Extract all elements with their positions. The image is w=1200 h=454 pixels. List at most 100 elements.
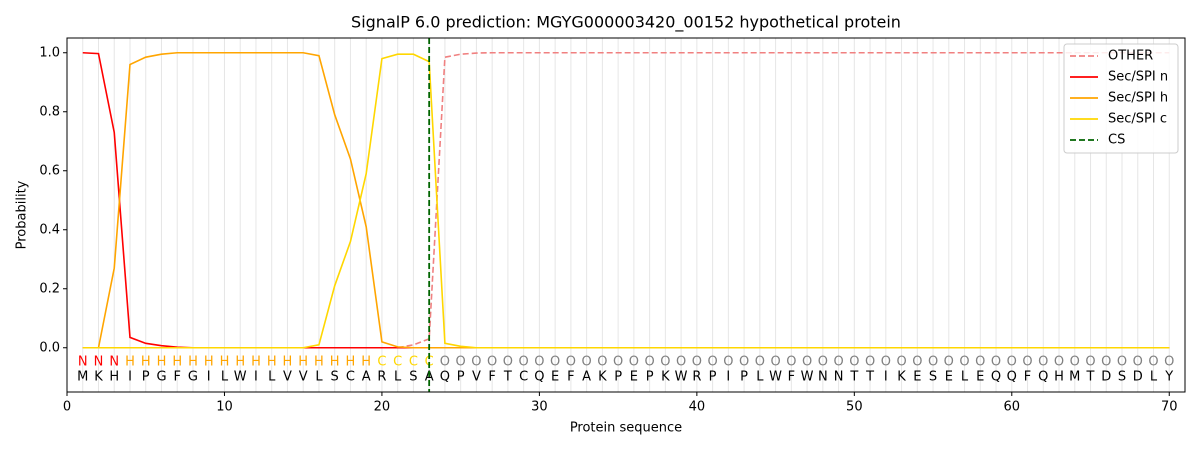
residue: Y bbox=[1164, 369, 1173, 384]
residue-label: O bbox=[597, 354, 607, 369]
residue: V bbox=[299, 369, 308, 384]
legend-box bbox=[1063, 43, 1179, 154]
residue: C bbox=[346, 369, 355, 384]
residue: K bbox=[598, 369, 607, 384]
chart-title: SignalP 6.0 prediction: MGYG000003420_00… bbox=[351, 13, 901, 33]
residue: L bbox=[221, 369, 229, 384]
residue-label: H bbox=[283, 354, 293, 369]
residue-label: O bbox=[849, 354, 859, 369]
residue: Q bbox=[1007, 369, 1017, 384]
residue: F bbox=[567, 369, 574, 384]
residue-label: O bbox=[1101, 354, 1111, 369]
residue: P bbox=[614, 369, 622, 384]
residue-label: O bbox=[1117, 354, 1127, 369]
y-tick-label: 0.0 bbox=[39, 340, 60, 355]
residue-label: H bbox=[346, 354, 356, 369]
residue: N bbox=[834, 369, 844, 384]
residue: L bbox=[961, 369, 969, 384]
residue: L bbox=[315, 369, 323, 384]
residue-label: H bbox=[204, 354, 214, 369]
residue-label: O bbox=[1085, 354, 1095, 369]
residue-label: O bbox=[723, 354, 733, 369]
x-tick-label: 30 bbox=[531, 400, 548, 415]
residue-label: O bbox=[786, 354, 796, 369]
residue-label: H bbox=[172, 354, 182, 369]
residue: S bbox=[409, 369, 417, 384]
residue-label: O bbox=[881, 354, 891, 369]
residue-label: O bbox=[1007, 354, 1017, 369]
residue: R bbox=[377, 369, 386, 384]
residue: E bbox=[913, 369, 921, 384]
residue-label: O bbox=[471, 354, 481, 369]
residue: N bbox=[818, 369, 828, 384]
x-tick-label: 70 bbox=[1161, 400, 1178, 415]
residue-label: O bbox=[944, 354, 954, 369]
residue-label: O bbox=[1022, 354, 1032, 369]
residue-label: N bbox=[78, 354, 88, 369]
residue-label: O bbox=[755, 354, 765, 369]
residue-label: O bbox=[1070, 354, 1080, 369]
residue-label: O bbox=[582, 354, 592, 369]
residue-label: H bbox=[188, 354, 198, 369]
plot-frame bbox=[66, 37, 1186, 393]
residue: K bbox=[661, 369, 670, 384]
residue: P bbox=[740, 369, 748, 384]
residue: T bbox=[849, 369, 858, 384]
residue-label: H bbox=[267, 354, 277, 369]
residue-label: O bbox=[487, 354, 497, 369]
y-tick-label: 0.4 bbox=[39, 222, 60, 237]
residue: W bbox=[675, 369, 688, 384]
residue: I bbox=[254, 369, 258, 384]
residue: Q bbox=[991, 369, 1001, 384]
y-tick-label: 0.2 bbox=[39, 281, 60, 296]
residue-label: O bbox=[550, 354, 560, 369]
residue-label: O bbox=[818, 354, 828, 369]
residue-label: C bbox=[409, 354, 418, 369]
residue: W bbox=[801, 369, 814, 384]
residue: A bbox=[362, 369, 371, 384]
residue: L bbox=[756, 369, 764, 384]
residue-label: O bbox=[660, 354, 670, 369]
residue: H bbox=[1054, 369, 1064, 384]
residue: T bbox=[1086, 369, 1095, 384]
x-axis-label: Protein sequence bbox=[570, 421, 682, 436]
residue-label: H bbox=[361, 354, 371, 369]
residue-label: N bbox=[94, 354, 104, 369]
residue-label: O bbox=[456, 354, 466, 369]
residue: Q bbox=[1038, 369, 1048, 384]
residue: S bbox=[1118, 369, 1126, 384]
residue-label: O bbox=[519, 354, 529, 369]
residue-label: O bbox=[802, 354, 812, 369]
y-tick-label: 0.6 bbox=[39, 163, 60, 178]
x-tick-label: 40 bbox=[689, 400, 706, 415]
residue: P bbox=[709, 369, 717, 384]
residue-label: C bbox=[393, 354, 402, 369]
residue-label: O bbox=[975, 354, 985, 369]
x-tick-label: 20 bbox=[374, 400, 391, 415]
residue-label: O bbox=[1133, 354, 1143, 369]
residue-label: O bbox=[770, 354, 780, 369]
residue: P bbox=[457, 369, 465, 384]
residue: E bbox=[630, 369, 638, 384]
residue-label: O bbox=[1164, 354, 1174, 369]
residue: W bbox=[769, 369, 782, 384]
residue-label: H bbox=[251, 354, 261, 369]
residue-label: O bbox=[566, 354, 576, 369]
residue: A bbox=[582, 369, 591, 384]
residue-label: O bbox=[503, 354, 513, 369]
residue: F bbox=[788, 369, 795, 384]
residue: L bbox=[1150, 369, 1158, 384]
residue: T bbox=[503, 369, 512, 384]
residue-label: O bbox=[613, 354, 623, 369]
residue: S bbox=[929, 369, 937, 384]
legend-label: CS bbox=[1108, 133, 1125, 148]
legend-label: OTHER bbox=[1108, 49, 1153, 64]
residue: D bbox=[1101, 369, 1111, 384]
residue: I bbox=[207, 369, 211, 384]
legend-label: Sec/SPI h bbox=[1108, 91, 1168, 106]
residue: W bbox=[234, 369, 247, 384]
residue-label: O bbox=[629, 354, 639, 369]
residue: K bbox=[94, 369, 103, 384]
